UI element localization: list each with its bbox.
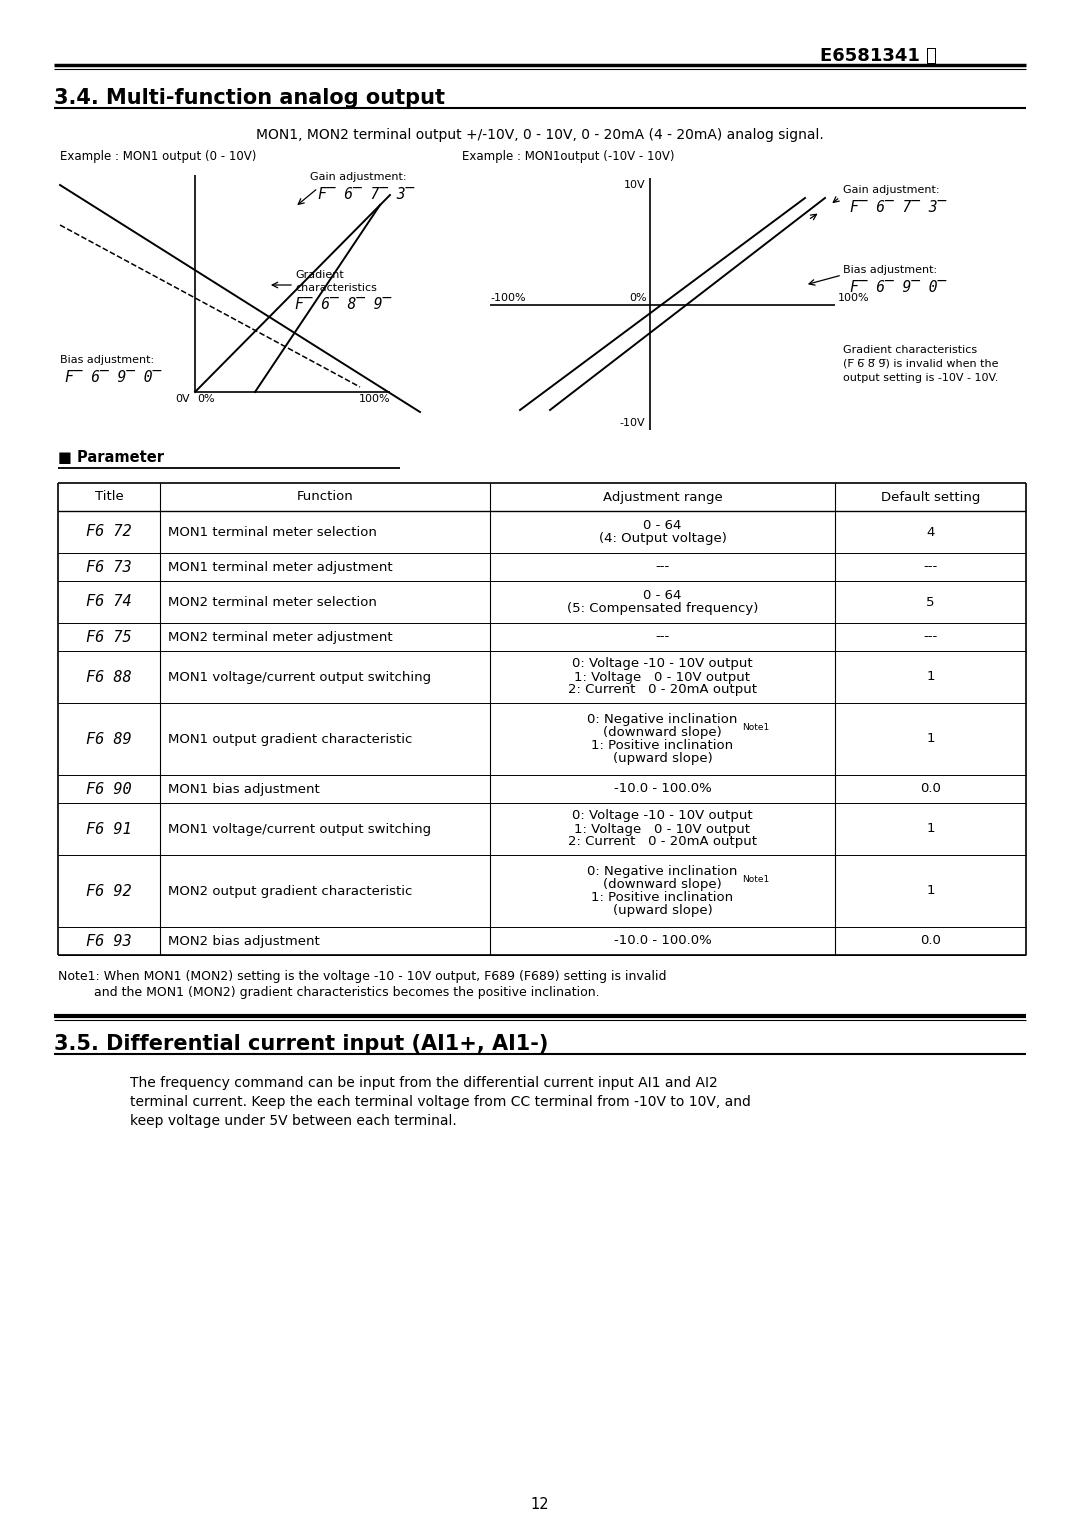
Text: MON1 output gradient characteristic: MON1 output gradient characteristic [168, 733, 413, 745]
Text: (upward slope): (upward slope) [612, 751, 713, 765]
Text: F̅ 6̅ 9̅ 0̅: F̅ 6̅ 9̅ 0̅ [850, 279, 946, 295]
Text: Function: Function [297, 490, 353, 504]
Text: F6 92: F6 92 [86, 884, 132, 898]
Text: 0: Negative inclination: 0: Negative inclination [588, 864, 738, 878]
Text: 12: 12 [530, 1496, 550, 1512]
Text: Default setting: Default setting [881, 490, 981, 504]
Text: 0.0: 0.0 [920, 782, 941, 796]
Text: terminal current. Keep the each terminal voltage from CC terminal from -10V to 1: terminal current. Keep the each terminal… [130, 1095, 751, 1109]
Text: 3.4. Multi-function analog output: 3.4. Multi-function analog output [54, 89, 445, 108]
Text: ---: --- [923, 631, 937, 643]
Text: -10.0 - 100.0%: -10.0 - 100.0% [613, 782, 712, 796]
Text: Note1: Note1 [743, 722, 770, 731]
Text: 2: Current   0 - 20mA output: 2: Current 0 - 20mA output [568, 835, 757, 849]
Text: 1: Voltage   0 - 10V output: 1: Voltage 0 - 10V output [575, 823, 751, 835]
Text: Bias adjustment:: Bias adjustment: [843, 266, 937, 275]
Text: F6 72: F6 72 [86, 524, 132, 539]
Text: 1: 1 [927, 733, 935, 745]
Text: F6 93: F6 93 [86, 933, 132, 948]
Text: 0.0: 0.0 [920, 935, 941, 947]
Text: F6 73: F6 73 [86, 559, 132, 574]
Text: 1: Voltage   0 - 10V output: 1: Voltage 0 - 10V output [575, 670, 751, 684]
Text: 0: Voltage -10 - 10V output: 0: Voltage -10 - 10V output [572, 809, 753, 823]
Text: 3.5. Differential current input (AI1+, AI1-): 3.5. Differential current input (AI1+, A… [54, 1034, 549, 1054]
Text: 1: 1 [927, 884, 935, 898]
Text: 2: Current   0 - 20mA output: 2: Current 0 - 20mA output [568, 684, 757, 696]
Text: F6 75: F6 75 [86, 629, 132, 644]
Text: 0%: 0% [197, 394, 215, 405]
Text: MON2 output gradient characteristic: MON2 output gradient characteristic [168, 884, 413, 898]
Text: 10V: 10V [623, 180, 645, 189]
Text: Gradient: Gradient [295, 270, 343, 279]
Text: -10.0 - 100.0%: -10.0 - 100.0% [613, 935, 712, 947]
Text: (4: Output voltage): (4: Output voltage) [598, 531, 727, 545]
Text: 0: Negative inclination: 0: Negative inclination [588, 713, 738, 725]
Text: ---: --- [923, 560, 937, 574]
Text: 0%: 0% [630, 293, 647, 302]
Text: 5: 5 [927, 596, 935, 608]
Text: MON1 bias adjustment: MON1 bias adjustment [168, 782, 320, 796]
Text: Gain adjustment:: Gain adjustment: [310, 173, 406, 182]
Text: Example : MON1 output (0 - 10V): Example : MON1 output (0 - 10V) [60, 150, 256, 163]
Text: ---: --- [656, 631, 670, 643]
Text: F̅ 6̅ 7̅ 3̅: F̅ 6̅ 7̅ 3̅ [318, 186, 415, 202]
Text: Title: Title [95, 490, 123, 504]
Text: ■ Parameter: ■ Parameter [58, 450, 164, 466]
Text: MON2 terminal meter selection: MON2 terminal meter selection [168, 596, 377, 608]
Text: 1: Positive inclination: 1: Positive inclination [592, 890, 733, 904]
Text: 4: 4 [927, 525, 934, 539]
Text: ---: --- [656, 560, 670, 574]
Text: 0 - 64: 0 - 64 [644, 519, 681, 531]
Text: MON2 terminal meter adjustment: MON2 terminal meter adjustment [168, 631, 393, 643]
Text: The frequency command can be input from the differential current input AI1 and A: The frequency command can be input from … [130, 1077, 718, 1090]
Text: Note1: When MON1 (MON2) setting is the voltage -10 - 10V output, F689 (F689) set: Note1: When MON1 (MON2) setting is the v… [58, 970, 666, 983]
Text: F̅ 6̅ 9̅ 0̅: F̅ 6̅ 9̅ 0̅ [65, 370, 161, 385]
Text: Gradient characteristics: Gradient characteristics [843, 345, 977, 354]
Text: -10V: -10V [619, 418, 645, 428]
Text: characteristics: characteristics [295, 282, 377, 293]
Text: 100%: 100% [838, 293, 869, 302]
Text: MON2 bias adjustment: MON2 bias adjustment [168, 935, 320, 947]
Text: Adjustment range: Adjustment range [603, 490, 723, 504]
Text: MON1 voltage/current output switching: MON1 voltage/current output switching [168, 670, 431, 684]
Text: 1: 1 [927, 670, 935, 684]
Text: F6 88: F6 88 [86, 669, 132, 684]
Text: Gain adjustment:: Gain adjustment: [843, 185, 940, 195]
Text: keep voltage under 5V between each terminal.: keep voltage under 5V between each termi… [130, 1115, 457, 1128]
Text: 0V: 0V [175, 394, 190, 405]
Text: (F̅ 6̅ 8̅ 9̅) is invalid when the: (F̅ 6̅ 8̅ 9̅) is invalid when the [843, 359, 999, 370]
Text: F6 89: F6 89 [86, 731, 132, 747]
Text: F6 90: F6 90 [86, 782, 132, 797]
Text: (upward slope): (upward slope) [612, 904, 713, 918]
Text: MON1 terminal meter adjustment: MON1 terminal meter adjustment [168, 560, 393, 574]
Text: MON1 voltage/current output switching: MON1 voltage/current output switching [168, 823, 431, 835]
Text: E6581341 Ⓕ: E6581341 Ⓕ [820, 47, 936, 66]
Text: 1: 1 [927, 823, 935, 835]
Text: 0 - 64: 0 - 64 [644, 589, 681, 602]
Text: (downward slope): (downward slope) [603, 878, 721, 890]
Text: F̅ 6̅ 8̅ 9̅: F̅ 6̅ 8̅ 9̅ [295, 296, 391, 312]
Text: 1: Positive inclination: 1: Positive inclination [592, 739, 733, 751]
Text: MON1, MON2 terminal output +/-10V, 0 - 10V, 0 - 20mA (4 - 20mA) analog signal.: MON1, MON2 terminal output +/-10V, 0 - 1… [256, 128, 824, 142]
Text: MON1 terminal meter selection: MON1 terminal meter selection [168, 525, 377, 539]
Text: -100%: -100% [490, 293, 526, 302]
Text: Example : MON1output (-10V - 10V): Example : MON1output (-10V - 10V) [462, 150, 675, 163]
Text: Note1: Note1 [743, 875, 770, 884]
Text: F̅ 6̅ 7̅ 3̅: F̅ 6̅ 7̅ 3̅ [850, 200, 946, 215]
Text: 0: Voltage -10 - 10V output: 0: Voltage -10 - 10V output [572, 658, 753, 670]
Text: F6 91: F6 91 [86, 822, 132, 837]
Text: 100%: 100% [359, 394, 390, 405]
Text: Bias adjustment:: Bias adjustment: [60, 354, 154, 365]
Text: output setting is -10V - 10V.: output setting is -10V - 10V. [843, 373, 998, 383]
Text: F6 74: F6 74 [86, 594, 132, 609]
Text: (5: Compensated frequency): (5: Compensated frequency) [567, 602, 758, 615]
Text: and the MON1 (MON2) gradient characteristics becomes the positive inclination.: and the MON1 (MON2) gradient characteris… [58, 986, 599, 999]
Text: (downward slope): (downward slope) [603, 725, 721, 739]
